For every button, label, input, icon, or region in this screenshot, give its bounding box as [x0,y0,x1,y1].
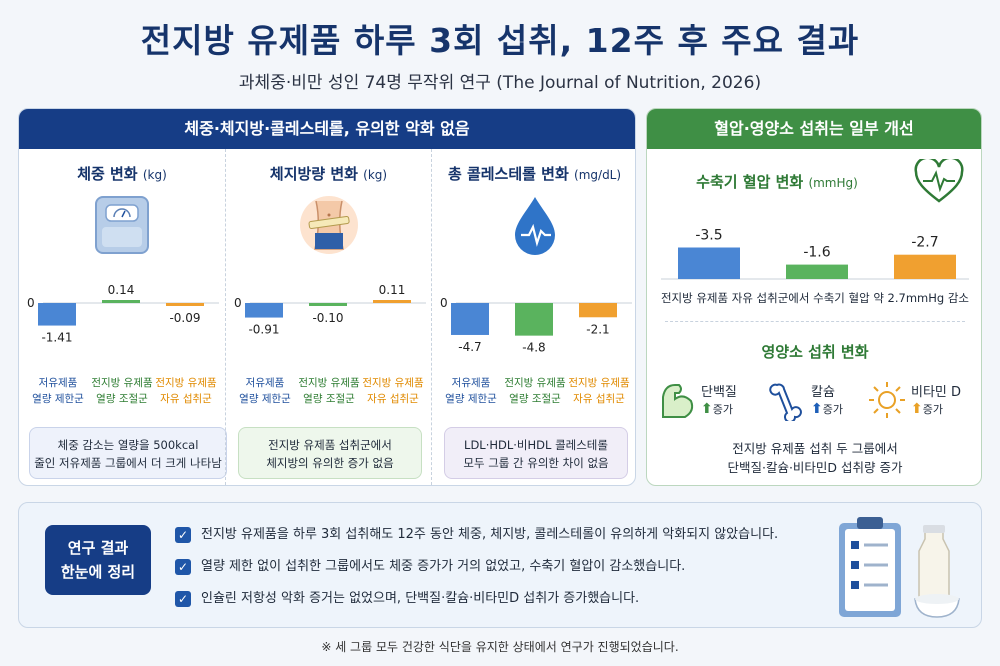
bar [451,303,489,335]
group-label-full-fat-controlled: 전지방 유제품 열량 조절군 [504,377,566,405]
bar-value-label: 0.11 [379,283,406,297]
checkbox-icon: ✓ [175,590,191,607]
chart-title: 총 콜레스테롤 변화 (mg/dL) [447,165,622,183]
zero-label: 0 [440,296,448,310]
blood-drop-icon [515,197,555,255]
bar [245,303,283,318]
bar-value-label: -4.7 [458,340,481,354]
footnote: ※ 세 그룹 모두 건강한 식단을 유지한 상태에서 연구가 진행되었습니다. [321,640,679,654]
scale-icon [95,196,149,254]
heart-rate-icon [914,159,964,203]
group-label-full-fat-controlled: 전지방 유제품 열량 조절군 [91,377,153,405]
bar [579,303,617,318]
group-label-full-fat-free: 전지방 유제품 자유 섭취군 [362,377,424,405]
group-label-full-fat-free: 전지방 유제품 자유 섭취군 [155,377,217,405]
checkbox-icon: ✓ [175,558,191,575]
bar [38,303,76,326]
checkbox-icon: ✓ [175,526,191,543]
group-label-full-fat-controlled: 전지방 유제품 열량 조절군 [298,377,360,405]
bar [373,300,411,303]
bone-icon [769,383,802,421]
bar-value-label: -1.41 [41,331,72,345]
nutrient-summary: 전지방 유제품 섭취 두 그룹에서 단백질·칼슘·비타민D 섭취량 증가 [727,441,903,475]
sun-icon [869,382,905,418]
cholesterol-column: 총 콜레스테롤 변화 (mg/dL) 0 -4.7 -4.8 -2.1 저유제품 열량 … [431,149,635,485]
bp-chart-title: 수축기 혈압 변화 (mmHg) [696,173,858,191]
summary-item: ✓ 열량 제한 없이 섭취한 그룹에서도 체중 증가가 거의 없었고, 수축기 혈… [175,555,685,575]
waist-icon [300,196,358,254]
group-label-low-fat: 저유제품 열량 제한군 [445,377,497,405]
divider [665,321,965,322]
bar-value-label: 0.14 [108,283,135,297]
bar [166,303,204,306]
bar [894,254,956,279]
bar-value-label: -1.6 [803,245,830,261]
body-composition-header: 체중·체지방·콜레스테롤, 유의한 악화 없음 [19,109,635,149]
summary-item: ✓ 전지방 유제품을 하루 3회 섭취해도 12주 동안 체중, 체지방, 콜레스… [175,523,778,543]
page-title: 전지방 유제품 하루 3회 섭취, 12주 후 주요 결과 [140,21,860,60]
group-label-low-fat: 저유제품 열량 제한군 [239,377,291,405]
group-label-low-fat: 저유제품 열량 제한군 [32,377,84,405]
bar-value-label: -2.7 [911,235,938,251]
bp-nutrient-header: 혈압·영양소 섭취는 일부 개선 [647,109,981,149]
chart-title: 체지방량 변화 (kg) [269,165,388,183]
muscle-arm-icon [662,384,694,418]
fat-mass-note: 전지방 유제품 섭취군에서 체지방의 유의한 증가 없음 [238,427,422,479]
bar [786,264,848,279]
cholesterol-bar-chart: 0 -4.7 -4.8 -2.1 [440,296,632,355]
bar [309,303,347,306]
bar [678,247,740,279]
summary-label-box: 연구 결과 한눈에 정리 [45,525,151,595]
summary-item: ✓ 인슐린 저항성 악화 증거는 없었으며, 단백질·칼슘·비타민D 섭취가 증가… [175,587,639,607]
zero-label: 0 [234,296,242,310]
bar-value-label: -0.10 [312,311,343,325]
bp-nutrient-panel: 혈압·영양소 섭취는 일부 개선 수축기 혈압 변화 (mmHg) -3.5 -1… [646,108,982,486]
cholesterol-note: LDL·HDL·비HDL 콜레스테롤 모두 그룹 간 유의한 차이 없음 [444,427,628,479]
bp-summary: 전지방 유제품 자유 섭취군에서 수축기 혈압 약 2.7mmHg 감소 [660,291,970,305]
nutrient-title: 영양소 섭취 변화 [761,343,869,361]
bar [102,300,140,303]
weight-note: 체중 감소는 열량을 500kcal 줄인 저유제품 그룹에서 더 크게 나타남 [29,427,227,479]
bar-value-label: -0.91 [248,323,279,337]
systolic-bp-bar-chart: -3.5 -1.6 -2.7 [661,228,969,280]
bar-value-label: -0.09 [169,311,200,325]
bar-value-label: -2.1 [586,322,609,336]
weight-change-column: 체중 변화 (kg) 0 -1.41 0.14 -0.09 저유제품 열량 제한군 전지… [19,149,227,485]
summary-panel: 연구 결과 한눈에 정리 ✓ 전지방 유제품을 하루 3회 섭취해도 12주 동안 … [18,502,982,628]
weight-bar-chart: 0 -1.41 0.14 -0.09 [27,283,219,345]
chart-title: 체중 변화 (kg) [77,165,167,183]
bar-value-label: -4.8 [522,341,545,355]
clipboard-milk-icon [839,517,960,618]
zero-label: 0 [27,296,35,310]
bar [515,303,553,336]
fat-mass-bar-chart: 0 -0.91 -0.10 0.11 [234,283,426,337]
bar-value-label: -3.5 [695,228,722,244]
page-subtitle: 과체중·비만 성인 74명 무작위 연구 (The Journal of Nut… [238,73,762,93]
body-composition-panel: 체중·체지방·콜레스테롤, 유의한 악화 없음 체중 변화 (kg) 0 -1.4… [18,108,636,486]
group-label-full-fat-free: 전지방 유제품 자유 섭취군 [568,377,630,405]
fat-mass-column: 체지방량 변화 (kg) 0 -0.91 -0.10 0.11 저유제품 열량 제한군 … [225,149,431,485]
